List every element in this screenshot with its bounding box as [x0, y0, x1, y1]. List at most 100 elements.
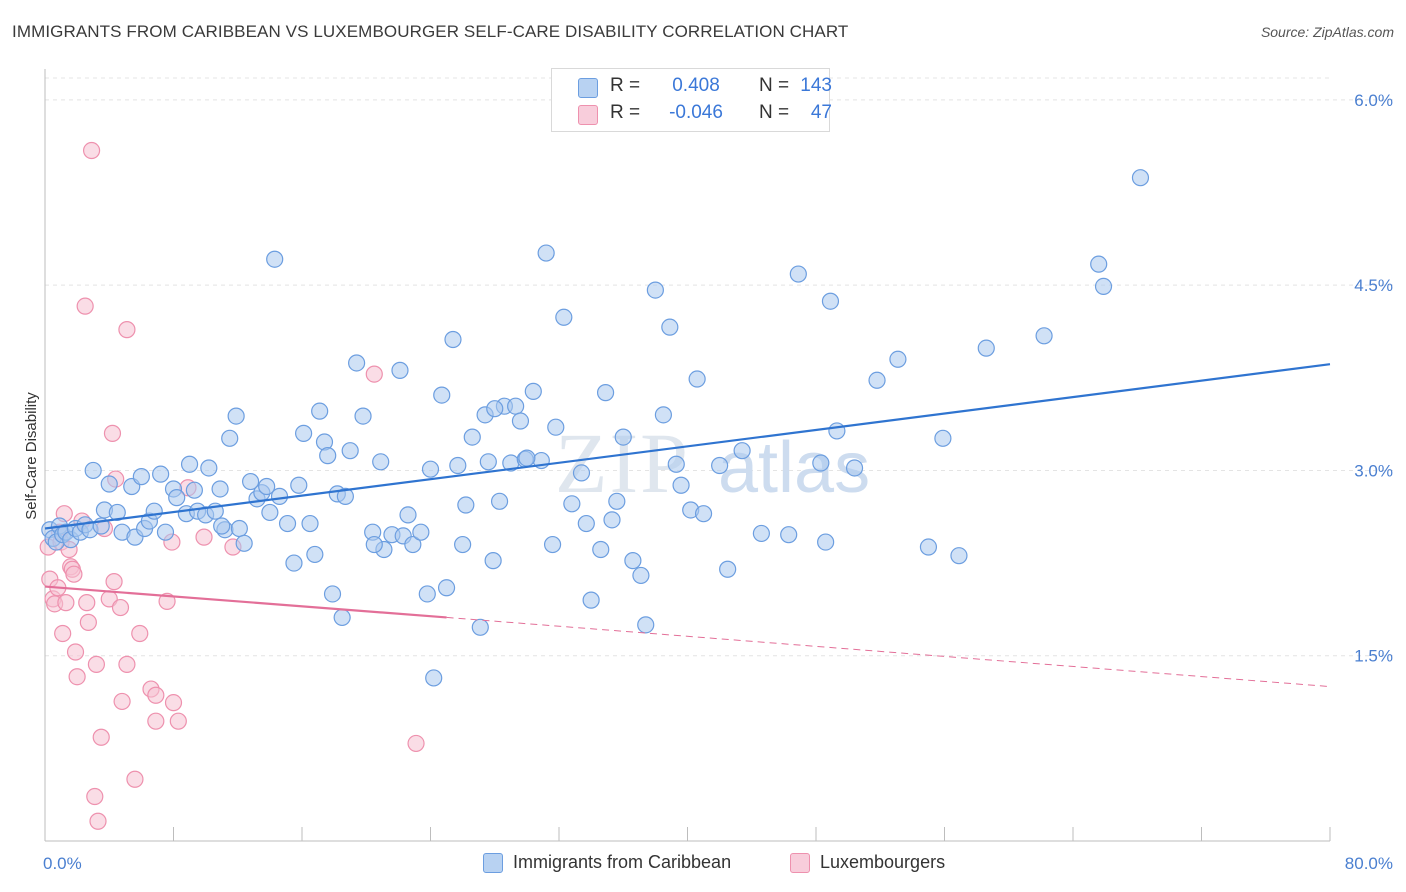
caribbean-point	[596, 384, 615, 402]
caribbean-point	[185, 481, 203, 499]
caribbean-point	[518, 449, 536, 467]
caribbean-point	[828, 422, 846, 440]
caribbean-point	[108, 503, 126, 522]
caribbean-point	[688, 370, 706, 388]
luxembourger-point	[195, 528, 213, 546]
caribbean-point	[934, 429, 952, 447]
luxembourger-point	[68, 668, 86, 686]
caribbean-point	[719, 560, 737, 578]
caribbean-point	[278, 514, 297, 533]
caribbean-point	[306, 545, 324, 564]
caribbean-point	[437, 579, 456, 597]
caribbean-point	[603, 511, 621, 529]
caribbean-point	[266, 250, 284, 268]
caribbean-point	[454, 535, 472, 554]
caribbean-point	[290, 476, 308, 494]
legend-n-value: 47	[810, 102, 832, 123]
luxembourger-point	[103, 424, 122, 442]
caribbean-point	[235, 534, 253, 552]
caribbean-point	[319, 447, 337, 465]
caribbean-point	[592, 540, 610, 559]
caribbean-point	[672, 476, 690, 494]
y-tick-label: 6.0%	[1354, 91, 1393, 110]
caribbean-point	[152, 465, 170, 483]
luxembourger-point	[78, 594, 96, 612]
caribbean-point	[563, 495, 581, 513]
caribbean-point	[156, 523, 175, 541]
caribbean-point	[919, 538, 938, 556]
caribbean-points	[41, 169, 1150, 687]
caribbean-point	[348, 354, 366, 372]
x-tick-label: 0.0%	[43, 854, 82, 873]
caribbean-point	[391, 361, 409, 379]
y-tick-label: 3.0%	[1354, 461, 1393, 480]
caribbean-point	[507, 397, 525, 415]
caribbean-point	[418, 585, 436, 603]
caribbean-point	[258, 477, 276, 496]
caribbean-point	[812, 454, 830, 472]
caribbean-point	[608, 492, 626, 510]
luxembourger-point	[89, 812, 107, 830]
y-axis-label: Self-Care Disability	[23, 392, 40, 520]
caribbean-point	[572, 464, 591, 482]
legend-r-value: -0.046	[669, 102, 723, 123]
caribbean-point	[227, 407, 245, 425]
luxembourger-point	[105, 573, 123, 591]
caribbean-point	[433, 386, 451, 404]
caribbean-trend-line	[44, 363, 1331, 530]
bottom-legend-swatch-luxembourgers	[790, 853, 810, 873]
bottom-legend-label-luxembourgers: Luxembourgers	[820, 852, 946, 872]
x-tick-label: 80.0%	[1345, 854, 1393, 873]
legend-n-value: 143	[800, 75, 832, 96]
caribbean-point	[637, 616, 655, 634]
caribbean-point	[365, 535, 383, 554]
caribbean-point	[270, 487, 289, 505]
caribbean-point	[555, 308, 573, 326]
caribbean-point	[845, 459, 864, 477]
legend-n-label: N =	[759, 75, 790, 96]
luxembourger-point	[82, 141, 101, 160]
caribbean-point	[661, 318, 679, 336]
caribbean-point	[211, 480, 229, 498]
luxembourger-point	[87, 655, 106, 673]
caribbean-point	[711, 456, 729, 475]
caribbean-point	[524, 382, 542, 400]
caribbean-point	[614, 428, 632, 446]
caribbean-point	[733, 442, 751, 460]
legend-swatch-caribbean	[578, 78, 598, 98]
luxembourger-point	[126, 770, 144, 788]
caribbean-point	[200, 459, 218, 477]
caribbean-point	[752, 524, 770, 543]
luxembourger-point	[158, 592, 176, 610]
axes	[44, 69, 1331, 842]
caribbean-point	[479, 453, 497, 471]
caribbean-point	[399, 506, 417, 524]
luxembourger-point	[57, 594, 75, 612]
caribbean-point	[341, 442, 359, 460]
caribbean-point	[654, 406, 673, 424]
caribbean-point	[511, 412, 530, 430]
luxembourger-trend-line	[44, 585, 447, 619]
luxembourger-point	[118, 321, 136, 339]
caribbean-point	[1131, 169, 1150, 187]
caribbean-point	[84, 461, 102, 480]
caribbean-point	[372, 453, 390, 471]
luxembourger-point	[118, 655, 136, 673]
caribbean-point	[168, 489, 186, 507]
caribbean-point	[404, 535, 422, 554]
caribbean-point	[230, 519, 248, 538]
caribbean-point	[977, 339, 995, 357]
caribbean-point	[301, 514, 319, 533]
bottom-legend-label-caribbean: Immigrants from Caribbean	[513, 852, 732, 872]
caribbean-point	[132, 468, 150, 486]
y-tick-label: 1.5%	[1354, 647, 1393, 666]
luxembourger-trend-line-dashed	[446, 616, 1331, 688]
legend-n-label: N =	[759, 102, 790, 123]
caribbean-point	[821, 292, 840, 310]
luxembourger-point	[147, 686, 165, 704]
caribbean-point	[412, 523, 430, 541]
luxembourger-point	[131, 624, 149, 643]
caribbean-point	[624, 552, 642, 570]
source-label: Source: ZipAtlas.com	[1260, 24, 1394, 40]
caribbean-point	[100, 475, 118, 493]
